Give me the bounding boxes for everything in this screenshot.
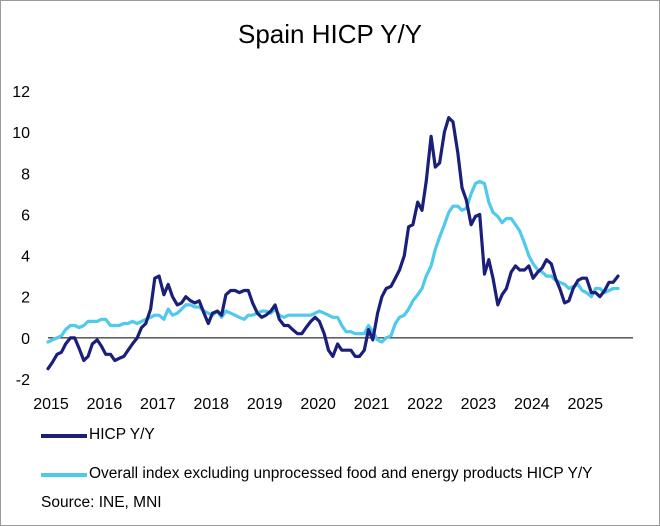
legend-label-core: Overall index excluding unprocessed food… (89, 465, 593, 482)
x-tick-label: 2017 (140, 396, 176, 413)
y-tick-label: 12 (12, 84, 30, 101)
x-tick-label: 2016 (87, 396, 123, 413)
y-tick-label: 0 (21, 331, 30, 348)
y-tick-label: 2 (21, 290, 30, 307)
legend-label-hicp: HICP Y/Y (89, 426, 155, 443)
x-tick-label: 2018 (193, 396, 229, 413)
x-tick-label: 2024 (514, 396, 550, 413)
x-tick-label: 2022 (407, 396, 443, 413)
x-tick-label: 2021 (354, 396, 390, 413)
x-tick-label: 2020 (300, 396, 336, 413)
x-tick-label: 2023 (461, 396, 497, 413)
series-line-hicp (46, 116, 620, 371)
legend-swatch-core (41, 473, 87, 477)
y-tick-label: 10 (12, 125, 30, 142)
y-tick-label: -2 (16, 372, 30, 389)
legend-swatch-hicp (41, 434, 87, 438)
y-tick-label: 8 (21, 166, 30, 183)
x-tick-label: 2019 (247, 396, 283, 413)
x-tick-label: 2015 (33, 396, 69, 413)
x-tick-label: 2025 (567, 396, 603, 413)
y-tick-label: 4 (21, 249, 30, 266)
series-line-core (46, 179, 620, 344)
source-note: Source: INE, MNI (41, 494, 162, 511)
chart-title: Spain HICP Y/Y (237, 19, 423, 49)
y-tick-label: 6 (21, 207, 30, 224)
